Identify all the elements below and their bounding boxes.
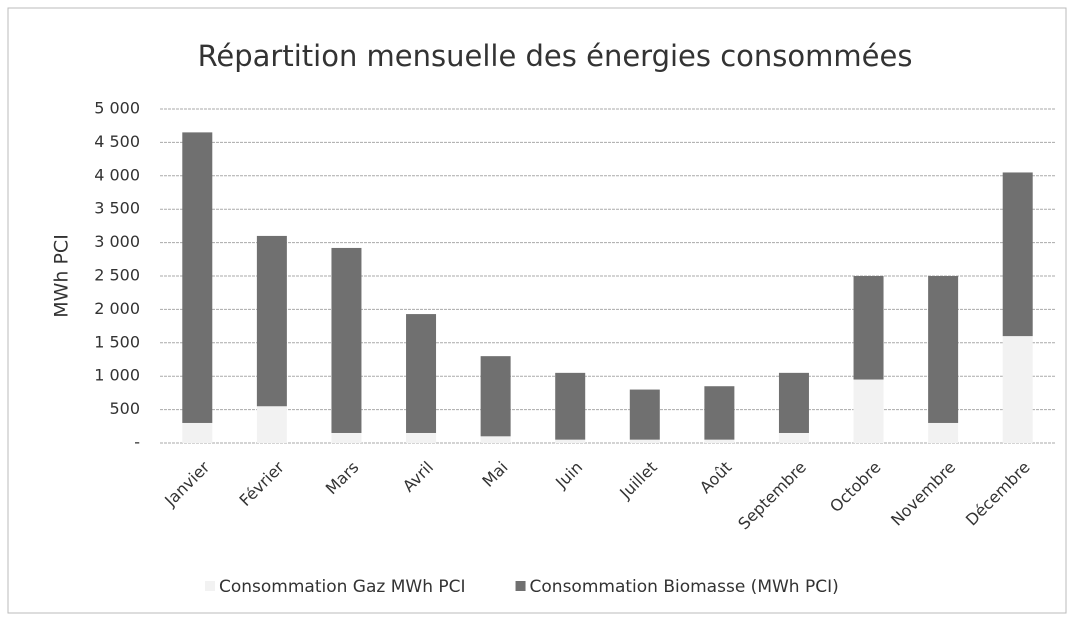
bar-segment (853, 276, 884, 380)
y-tick-label: 3 000 (94, 232, 140, 251)
bar-segment (1002, 172, 1033, 337)
legend-label: Consommation Gaz MWh PCI (219, 577, 466, 597)
bar-segment (331, 247, 362, 433)
legend-swatch (515, 581, 526, 591)
bar-segment (778, 432, 809, 443)
y-tick-label: 1 000 (94, 366, 140, 385)
y-tick-label: - (134, 433, 140, 452)
bar-segment (256, 406, 287, 443)
y-tick-label: 4 500 (94, 132, 140, 151)
bar-segment (704, 386, 735, 440)
bar-segment (480, 356, 511, 437)
legend-swatch (205, 581, 215, 591)
y-tick-label: 5 000 (94, 99, 140, 118)
bar-segment (1002, 336, 1033, 443)
bar-segment (629, 389, 660, 440)
bar-segment (853, 379, 884, 443)
bar-segment (406, 432, 437, 443)
bar-segment (480, 436, 511, 443)
legend-label: Consommation Biomasse (MWh PCI) (530, 577, 839, 597)
chart-title: Répartition mensuelle des énergies conso… (198, 39, 913, 73)
y-axis-label: MWh PCI (51, 234, 73, 318)
bar-segment (331, 432, 362, 443)
bar-segment (704, 439, 735, 443)
bar-segment (555, 439, 586, 443)
y-tick-label: 4 000 (94, 165, 140, 184)
bar-segment (778, 372, 809, 433)
y-tick-label: 500 (109, 399, 140, 418)
bar-segment (256, 235, 287, 407)
bar-segment (406, 314, 437, 433)
y-tick-label: 1 500 (94, 332, 140, 351)
bar-segment (182, 132, 213, 423)
bar-segment (555, 372, 586, 440)
y-tick-label: 3 500 (94, 199, 140, 218)
bar-segment (928, 276, 959, 423)
bar-segment (182, 422, 213, 443)
bar-segment (928, 422, 959, 443)
y-tick-label: 2 000 (94, 299, 140, 318)
bar-segment (629, 439, 660, 443)
y-tick-label: 2 500 (94, 266, 140, 285)
